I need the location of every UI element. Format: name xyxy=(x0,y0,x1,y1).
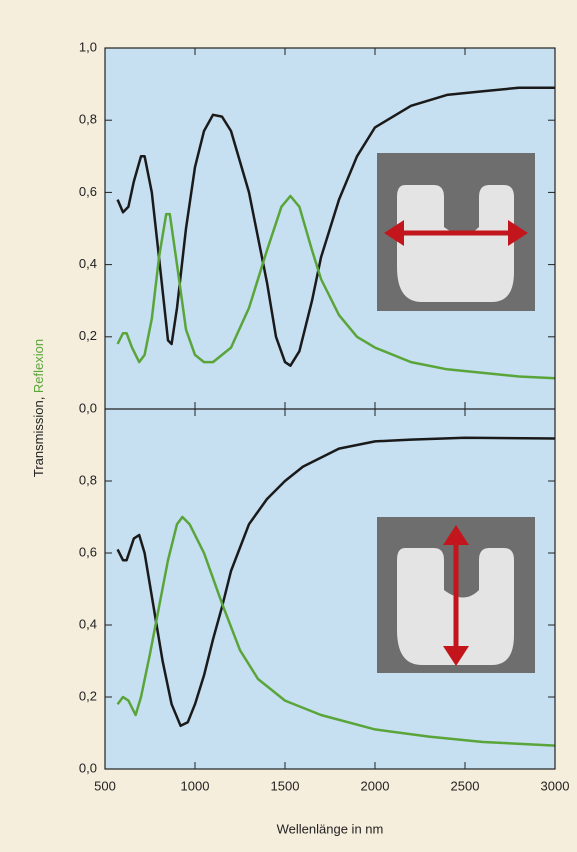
y-tick-label: 0,6 xyxy=(79,544,97,559)
line-series xyxy=(116,86,555,367)
x-tick-label: 3000 xyxy=(541,778,570,793)
y-tick-label: 0,0 xyxy=(79,400,97,415)
x-tick-label: 500 xyxy=(94,778,116,793)
y-tick-label: 0,4 xyxy=(79,256,97,271)
y-axis-label: Transmission, Reflexion xyxy=(31,339,46,477)
y-tick-label: 0,4 xyxy=(79,616,97,631)
x-tick-label: 1000 xyxy=(181,778,210,793)
y-tick-label: 0,8 xyxy=(79,472,97,487)
x-tick-label: 2500 xyxy=(451,778,480,793)
x-axis-label: Wellenlänge in nm xyxy=(277,821,384,836)
y-label-part: Reflexion xyxy=(31,339,46,393)
y-tick-label: 0,2 xyxy=(79,688,97,703)
y-tick-label: 0,6 xyxy=(79,184,97,199)
x-tick-label: 1500 xyxy=(271,778,300,793)
y-label-part: Transmission, xyxy=(31,397,46,477)
line-series xyxy=(116,515,556,747)
x-tick-label: 2000 xyxy=(361,778,390,793)
inset-bottom xyxy=(377,517,535,673)
y-tick-label: 1,0 xyxy=(79,39,97,54)
y-tick-label: 0,8 xyxy=(79,112,97,127)
line-series xyxy=(116,194,556,380)
inset-top xyxy=(377,153,535,311)
line-series xyxy=(116,436,556,728)
y-tick-label: 0,0 xyxy=(79,760,97,775)
y-tick-label: 0,2 xyxy=(79,328,97,343)
